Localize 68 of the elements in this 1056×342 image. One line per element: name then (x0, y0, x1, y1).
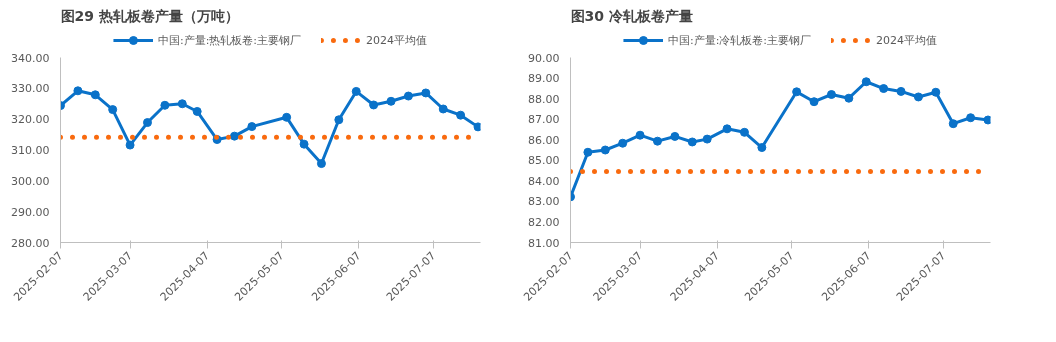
point (142, 118, 152, 128)
y-tick-label: 340.00 (11, 51, 50, 65)
y-tick-label: 85.00 (528, 154, 560, 168)
y-tick-label: 90.00 (528, 51, 560, 65)
point (600, 145, 610, 155)
y-tick-label: 300.00 (11, 174, 50, 188)
point (334, 115, 344, 125)
point (473, 122, 481, 132)
point (438, 104, 448, 114)
point (757, 143, 767, 153)
point (687, 137, 697, 147)
point (792, 87, 802, 97)
legend-label: 2024平均值 (876, 32, 938, 48)
point (722, 124, 732, 134)
legend-label: 2024平均值 (366, 32, 428, 48)
point (403, 91, 413, 101)
point (108, 105, 118, 115)
legend-label: 中国:产量:冷轧板卷:主要钢厂 (667, 32, 812, 48)
point (247, 122, 257, 132)
y-tick-label: 87.00 (528, 113, 560, 127)
y-tick-label: 86.00 (528, 133, 560, 147)
point (316, 159, 326, 169)
point (670, 131, 680, 141)
y-tick-label: 81.00 (528, 236, 560, 250)
y-tick-label: 310.00 (11, 144, 50, 157)
point (160, 100, 170, 110)
y-tick-label: 290.00 (11, 205, 50, 219)
y-tick-label: 83.00 (528, 195, 560, 209)
point (192, 106, 202, 116)
point (896, 86, 906, 96)
point (844, 93, 854, 103)
point (879, 84, 889, 94)
point (966, 113, 976, 123)
point (983, 115, 991, 125)
point (652, 136, 662, 146)
chart-title: 图29 热轧板卷产量（万吨） (60, 7, 239, 24)
y-tick-label: 280.00 (11, 236, 50, 250)
point (913, 92, 923, 102)
point (635, 130, 645, 140)
point (809, 97, 819, 107)
point (702, 134, 712, 144)
point (948, 119, 958, 129)
point (739, 127, 749, 137)
y-tick-label: 330.00 (11, 82, 50, 96)
point (282, 112, 292, 122)
point (229, 131, 239, 141)
point (386, 96, 396, 106)
point (931, 87, 941, 97)
y-tick-label: 84.00 (528, 174, 560, 188)
point (73, 86, 83, 96)
legend-label: 中国:产量:热轧板卷:主要钢厂 (157, 32, 302, 48)
point (421, 88, 431, 98)
point (351, 86, 361, 96)
point (826, 90, 836, 99)
y-tick-label: 82.00 (528, 215, 560, 229)
point (583, 147, 593, 157)
point (90, 90, 100, 100)
point (125, 140, 135, 150)
point (861, 77, 871, 87)
y-tick-label: 320.00 (11, 113, 50, 127)
point (369, 100, 379, 110)
point (177, 99, 187, 109)
chart-title: 图30 冷轧板卷产量 (570, 7, 693, 24)
y-tick-label: 88.00 (528, 92, 560, 106)
point (618, 138, 628, 148)
y-tick-label: 89.00 (528, 72, 560, 86)
point (299, 139, 309, 149)
point (456, 110, 466, 120)
